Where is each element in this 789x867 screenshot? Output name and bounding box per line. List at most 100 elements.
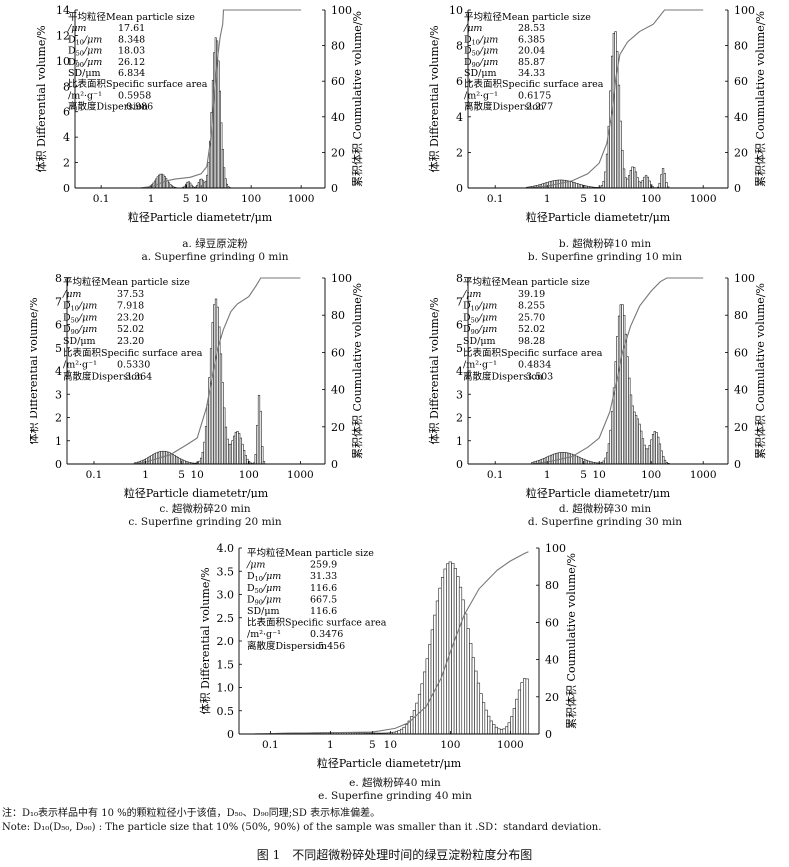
chart-a: 0 2 4 6 8 10 12 14 0 20 40 60 80 100 0.1 1 5 10 100 1000 粒径P…	[30, 2, 370, 224]
x-tick-label: 1000	[690, 193, 717, 205]
stats-mean-value: 37.53	[117, 289, 144, 300]
histogram	[145, 37, 231, 189]
histogram	[133, 298, 266, 465]
x-axis-label: 粒径Particle diametetr/μm	[317, 756, 462, 770]
x-tick-label: 10	[593, 193, 606, 205]
x-tick-label: 10	[384, 739, 397, 751]
stats-sd-value: 116.6	[310, 606, 337, 617]
stats-d90-value: 26.12	[118, 57, 145, 68]
figure-title: 图 1 不同超微粉碎处理时间的绿豆淀粉粒度分布图	[256, 848, 533, 862]
stats-d50-label: D50/μm	[68, 46, 102, 58]
histogram-bar	[484, 709, 488, 735]
x-tick-label: 0.1	[262, 739, 279, 751]
y-tick-label: 10	[449, 4, 463, 17]
stats-sd-label: SD/μm	[63, 336, 96, 347]
x-tick-label: 1000	[288, 193, 315, 205]
y-tick-label: 2	[55, 412, 62, 425]
stats-ssa-label: 比表面积Specific surface area	[463, 347, 603, 359]
y2-tick-label: 20	[734, 146, 748, 159]
stats-ssa-value: 0.5958	[118, 90, 151, 101]
histogram-bar	[435, 600, 440, 735]
stats-d50-value: 116.6	[310, 583, 337, 594]
x-tick-label: 10	[194, 193, 207, 205]
stats-mean-label: 平均粒径Mean particle size	[247, 547, 374, 559]
stats-ssa-label: 比表面积Specific surface area	[247, 617, 387, 629]
chart-svg: 0 0.5 1.0 1.5 2.0 2.5 3.0 3.5 4.0 0 20 40 60 80 100 0.1…	[198, 542, 578, 770]
y-tick-label: 14	[56, 4, 70, 17]
stats-d50-value: 18.03	[118, 46, 145, 57]
y-axis-label-left: 体积 Differential volume/%	[427, 297, 441, 444]
x-tick-label: 100	[641, 469, 661, 481]
y-tick-label: 1	[456, 435, 463, 448]
y2-tick-label: 60	[734, 75, 748, 88]
y-tick-label: 4	[55, 365, 62, 378]
caption-b: b. 超微粉碎10 min b. Superfine grinding 10 m…	[440, 238, 770, 264]
stats-d10-value: 7.918	[117, 301, 144, 312]
y-tick-label: 8	[456, 40, 463, 53]
stats-d50-value: 25.70	[518, 312, 545, 323]
x-tick-label: 0.1	[93, 193, 110, 205]
histogram-bar	[428, 644, 432, 735]
x-tick-label: 1	[148, 193, 155, 205]
histogram-bar	[481, 702, 486, 735]
y2-tick-label: 0	[734, 458, 741, 471]
y-axis-label-left: 体积 Differential volume/%	[427, 25, 441, 172]
stats-dispersion-label: 离散度Dispersion	[247, 640, 327, 652]
histogram-bar	[517, 689, 522, 735]
x-tick-label: 100	[239, 469, 259, 481]
histogram-bar	[402, 726, 406, 735]
histogram-bar	[479, 693, 483, 735]
y-tick-label: 2.0	[217, 635, 235, 648]
y-tick-label: 2	[456, 412, 463, 425]
stats-mean-label: 平均粒径Mean particle size	[463, 276, 590, 288]
histogram-bar	[512, 708, 516, 735]
stats-unit-label: /μm	[246, 560, 265, 571]
stats-dispersion-value: 3.503	[526, 371, 553, 382]
stats-sd-value: 34.33	[518, 68, 545, 79]
x-tick-label: 0.1	[487, 469, 504, 481]
stats-d10-label: D10/μm	[463, 301, 497, 313]
y-tick-label: 3.0	[217, 589, 235, 602]
stats-dispersion-label: 离散度Dispersion	[463, 370, 543, 382]
stats-unit-label: /μm	[463, 23, 482, 34]
histogram-bar	[397, 730, 401, 735]
y-tick-label: 10	[56, 55, 70, 68]
stats-d50-label: D50/μm	[463, 312, 497, 324]
x-axis-label: 粒径Particle diametetr/μm	[124, 486, 269, 498]
stats-dispersion-value: 5.456	[318, 641, 345, 652]
x-tick-label: 1	[142, 469, 149, 481]
histogram-bar	[502, 728, 506, 735]
y2-tick-label: 40	[331, 384, 345, 397]
y-tick-label: 6	[55, 319, 62, 332]
y2-tick-label: 80	[331, 309, 345, 322]
histogram-bar	[405, 724, 409, 735]
y-axis-label-left: 体积 Differential volume/%	[30, 297, 40, 444]
stats-sd-value: 98.28	[518, 336, 545, 347]
caption-cn: d. 超微粉碎30 min	[558, 503, 652, 515]
y-tick-label: 2	[63, 157, 70, 170]
histogram-bar	[487, 715, 491, 735]
y-axis-label-left: 体积 Differential volume/%	[198, 567, 212, 714]
stats-dispersion-value: 0.986	[126, 102, 153, 113]
y-tick-label: 6	[456, 75, 463, 88]
stats-ssa-label: 比表面积Specific surface area	[63, 347, 203, 359]
stats-unit-label: /μm	[67, 23, 86, 34]
stats-d90-value: 85.87	[518, 57, 545, 68]
stats-sd-label: SD/μm	[68, 68, 101, 79]
y2-tick-label: 80	[545, 579, 559, 592]
stats-d50-label: D50/μm	[464, 46, 498, 58]
histogram-bar	[453, 568, 457, 735]
y-tick-label: 1.5	[217, 658, 235, 671]
stats-ssa-unit: /m²·g⁻¹	[68, 90, 102, 101]
histogram-bar	[492, 724, 496, 735]
y2-tick-label: 40	[734, 384, 748, 397]
chart-b: 0 2 4 6 8 10 0 20 40 60 80 100 0.1 1 5 10 100 1000 粒径Parti…	[425, 2, 785, 224]
stats-d10-label: D10/μm	[247, 571, 281, 583]
caption-cn: b. 超微粉碎10 min	[558, 238, 652, 250]
x-tick-label: 1000	[497, 739, 524, 751]
y2-tick-label: 0	[734, 182, 741, 195]
histogram-bar	[497, 728, 501, 735]
stats-mean-label: 平均粒径Mean particle size	[68, 11, 195, 23]
histogram-bar	[438, 587, 442, 735]
